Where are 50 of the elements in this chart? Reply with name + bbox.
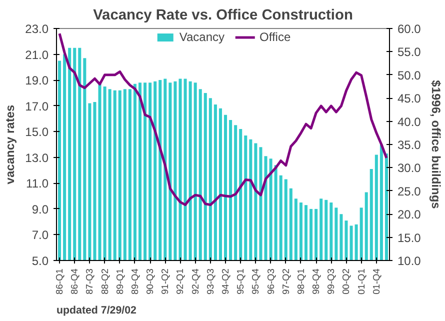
legend-label: Vacancy [179, 30, 225, 44]
x-tick-label: 88-Q2 [100, 268, 110, 294]
x-tick-label: 86-Q1 [54, 268, 65, 294]
x-tick-label: 86-Q4 [70, 268, 80, 294]
y2-tick-label: 30.0 [398, 161, 422, 176]
y-tick-label: 23.0 [25, 22, 49, 36]
x-tick-label: 97-Q2 [280, 268, 291, 294]
x-tick-label: 92-Q4 [190, 268, 200, 294]
y2-tick-label: 35.0 [398, 138, 422, 152]
x-tick-label: 95-Q4 [250, 268, 261, 294]
y2-tick-label: 50.0 [398, 68, 422, 82]
y-tick-label: 15.0 [25, 125, 49, 140]
x-tick-label: 98-Q1 [296, 268, 306, 294]
y2-tick-label: 10.0 [398, 254, 422, 268]
y-tick-label: 5.0 [32, 254, 49, 268]
y2-tick-label: 20.0 [398, 208, 422, 222]
x-tick-label: 00-Q2 [341, 268, 352, 294]
x-tick-label: 90-Q3 [145, 268, 156, 294]
y-tick-label: 17.0 [25, 99, 49, 114]
x-tick-label: 89-Q1 [114, 268, 125, 294]
y-tick-label: 13.0 [25, 150, 49, 165]
line-series [58, 32, 388, 206]
text: updated 7/29/02 [56, 304, 137, 316]
y-axis-title: vacancy rates [3, 104, 18, 184]
x-tick-label: 95-Q1 [236, 268, 246, 294]
y2-tick-label: 40.0 [398, 114, 422, 129]
y-tick-label: 21.0 [25, 48, 49, 62]
y2-axis-title: $1996, office buildings [428, 80, 443, 210]
legend-label: Office [260, 30, 291, 44]
y-tick-label: 19.0 [25, 74, 49, 88]
x-tick-label: 98-Q4 [311, 268, 322, 294]
x-tick-label: 93-Q3 [205, 268, 216, 294]
x-tick-label: 92-Q1 [175, 268, 186, 294]
y-tick-label: 7.0 [32, 228, 49, 242]
y2-tick-label: 60.0 [398, 22, 422, 36]
x-tick-label: 96-Q3 [266, 268, 276, 294]
x-tick-label: 01-Q1 [356, 268, 366, 294]
x-tick-label: 91-Q2 [160, 268, 170, 294]
x-tick-label: 99-Q3 [326, 268, 336, 294]
x-tick-label: 94-Q2 [220, 268, 231, 294]
chart-title: Vacancy Rate vs. Office Construction [93, 8, 353, 24]
x-tick-label: 89-Q4 [130, 268, 140, 294]
y2-tick-label: 25.0 [398, 184, 422, 198]
y2-tick-label: 55.0 [398, 45, 422, 60]
y2-tick-label: 15.0 [398, 230, 422, 245]
y2-tick-label: 45.0 [398, 92, 422, 106]
x-tick-label: 87-Q3 [84, 268, 95, 294]
x-tick-label: 01-Q4 [371, 268, 382, 294]
y-tick-label: 9.0 [32, 202, 49, 216]
y-tick-label: 11.0 [26, 176, 49, 191]
